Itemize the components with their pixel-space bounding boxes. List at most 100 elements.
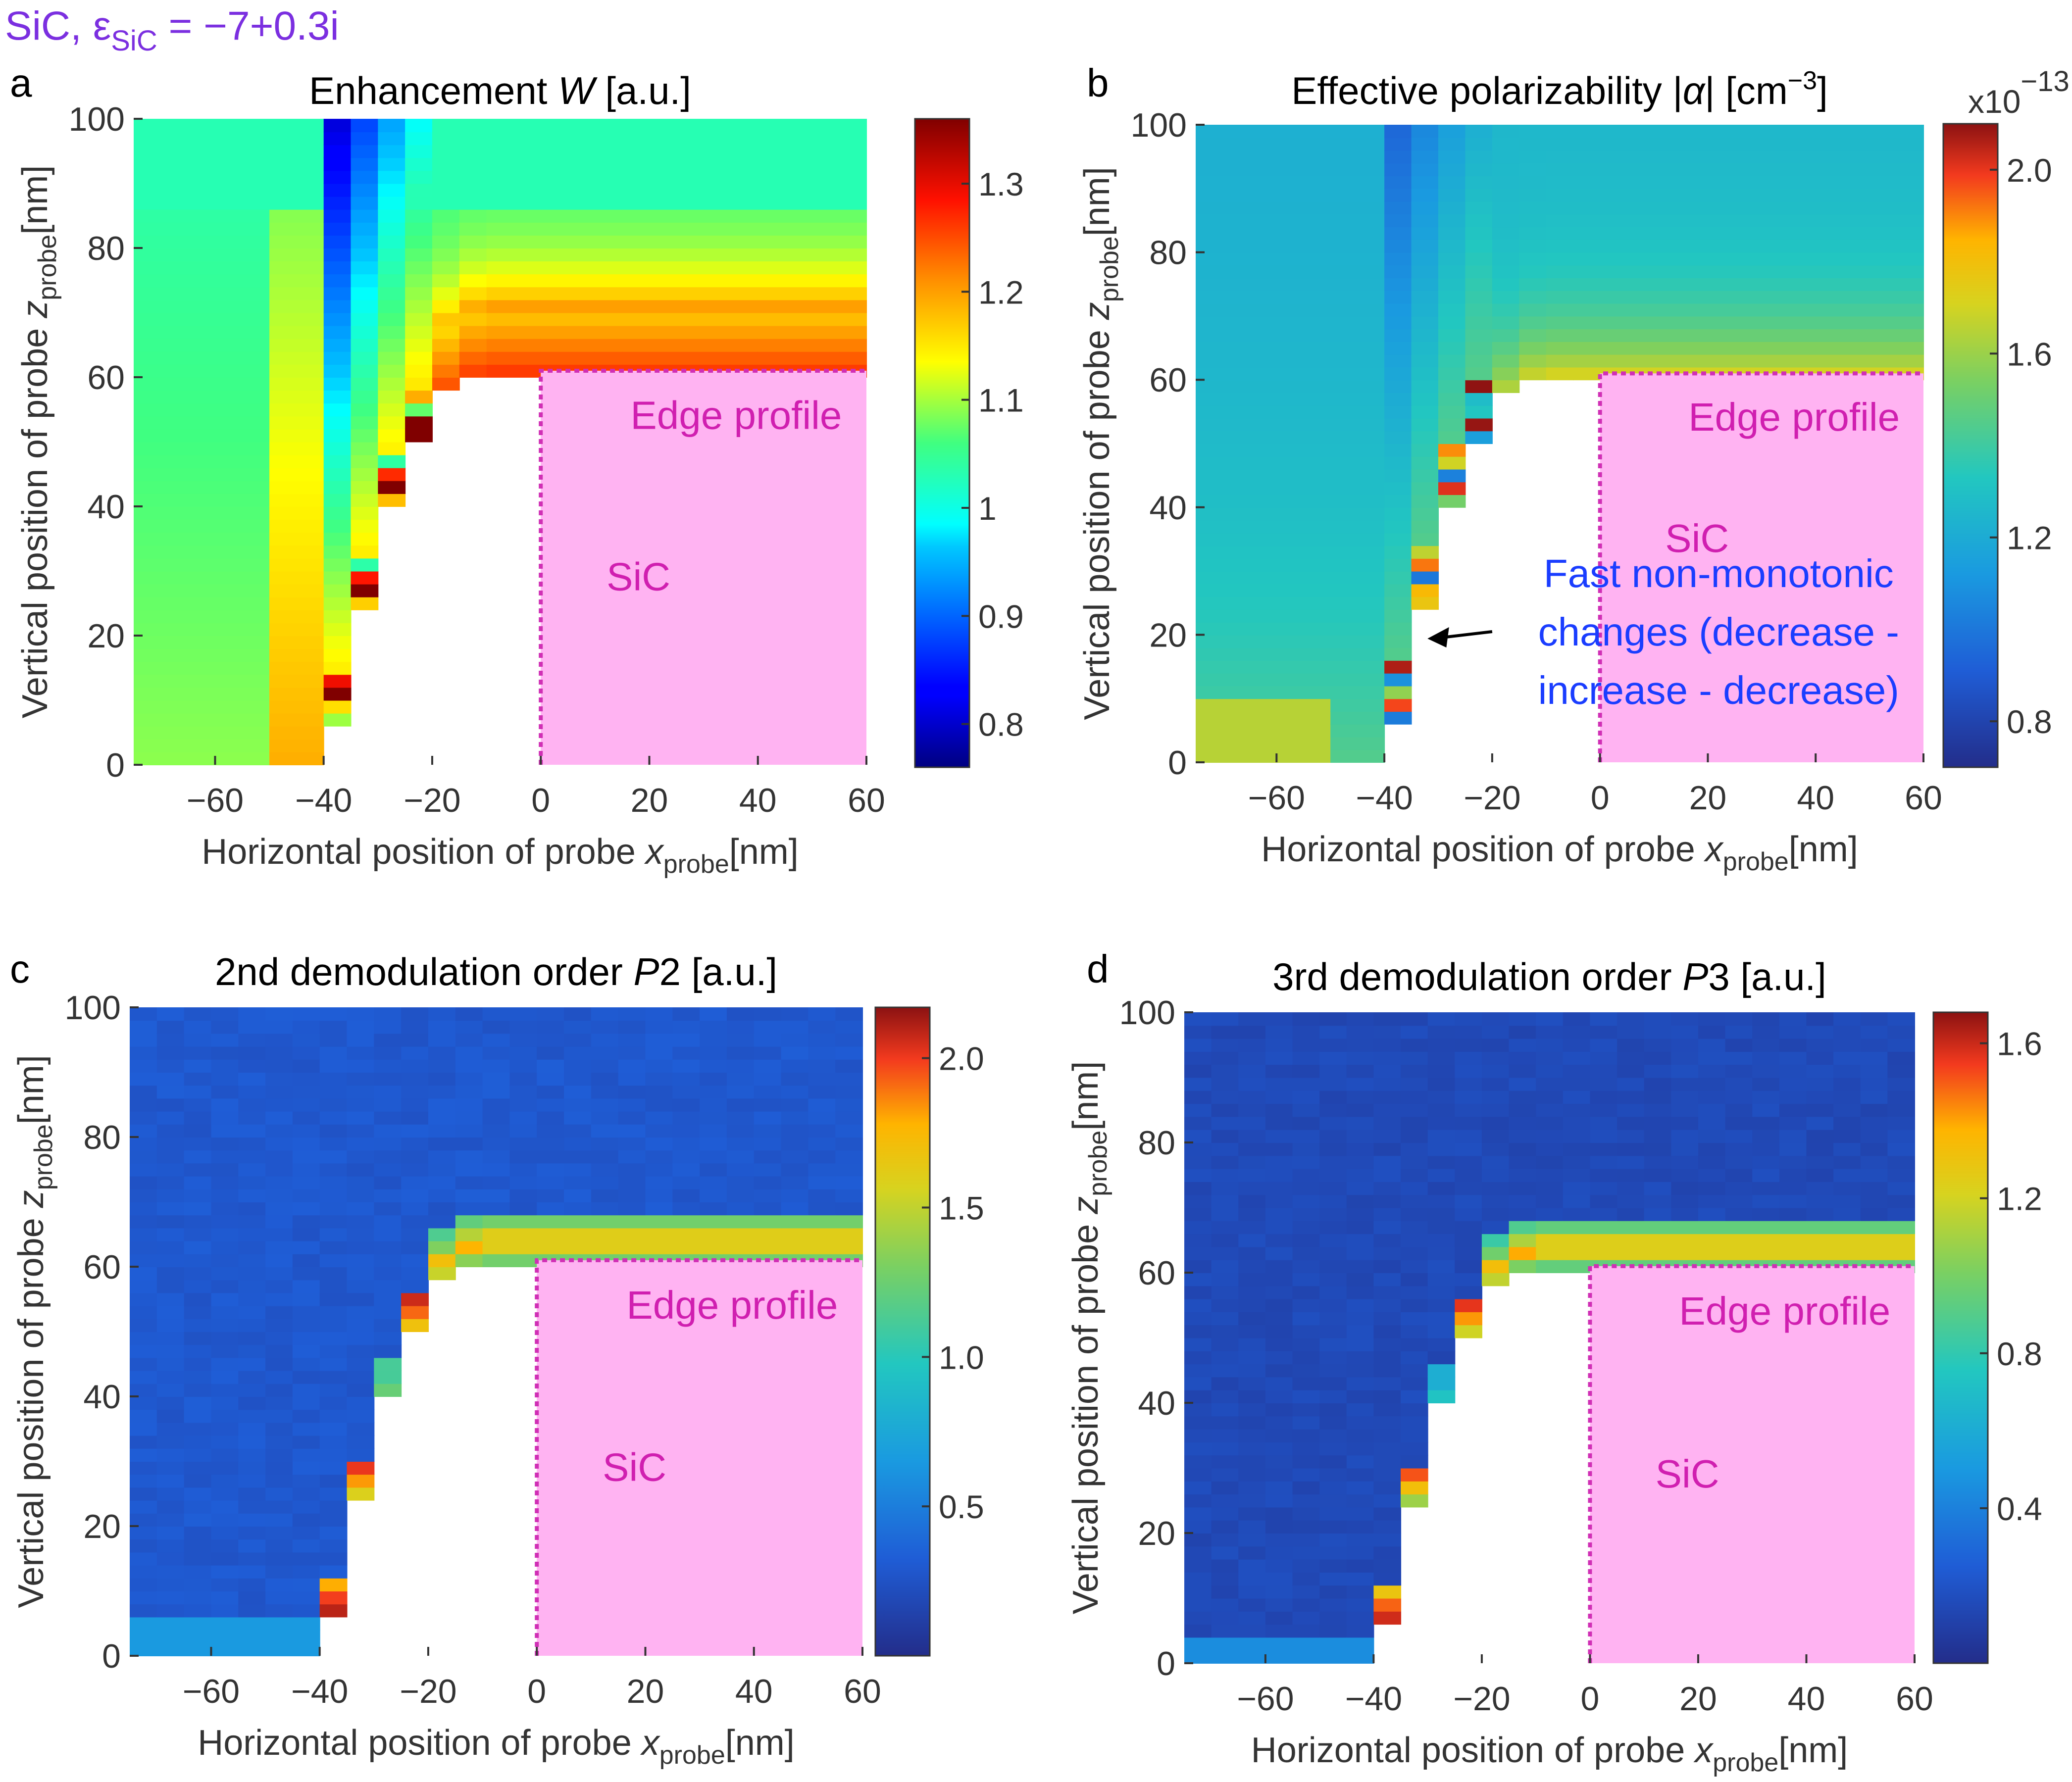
heatmap-cell xyxy=(238,1617,266,1630)
heatmap-cell xyxy=(618,1046,646,1060)
heatmap-cell xyxy=(1465,240,1492,253)
heatmap-cell xyxy=(1238,1169,1266,1182)
heatmap-cell xyxy=(184,1215,212,1228)
heatmap-cell xyxy=(509,1189,537,1202)
heatmap-cell xyxy=(1465,252,1492,266)
heatmap-cell xyxy=(1681,329,1708,342)
heatmap-cell xyxy=(324,648,352,662)
heatmap-cell xyxy=(1304,278,1331,291)
heatmap-cell xyxy=(645,1020,673,1034)
heatmap-cell xyxy=(700,1189,727,1202)
heatmap-cell xyxy=(1600,342,1627,355)
heatmap-cell xyxy=(184,1176,212,1189)
heatmap-cell xyxy=(509,1241,537,1254)
heatmap-cell xyxy=(1212,1130,1239,1143)
heatmap-cell xyxy=(347,1292,375,1306)
heatmap-cell xyxy=(188,339,216,352)
heatmap-cell xyxy=(1319,1130,1347,1143)
heatmap-cell xyxy=(188,674,216,688)
heatmap-cell xyxy=(215,623,243,636)
heatmap-cell xyxy=(591,1098,619,1111)
heatmap-cell xyxy=(1779,1246,1807,1260)
heatmap-cell xyxy=(1276,176,1304,189)
heatmap-cell xyxy=(839,145,867,158)
heatmap-cell xyxy=(269,571,297,585)
heatmap-cell xyxy=(1509,1182,1537,1195)
heatmap-cell xyxy=(1184,1090,1212,1104)
heatmap-cell xyxy=(1590,1208,1617,1221)
heatmap-cell xyxy=(1843,214,1870,227)
heatmap-cell xyxy=(1789,316,1816,329)
heatmap-cell xyxy=(1293,1273,1320,1286)
heatmap-cell xyxy=(622,145,650,158)
heatmap-cell xyxy=(1276,596,1304,610)
heatmap-cell xyxy=(622,170,650,184)
heatmap-cell xyxy=(618,1072,646,1086)
heatmap-cell xyxy=(1401,1429,1428,1442)
heatmap-cell xyxy=(1536,1234,1564,1247)
heatmap-cell xyxy=(242,442,270,455)
heatmap-cell xyxy=(1536,1064,1564,1078)
heatmap-cell xyxy=(1347,1416,1374,1429)
heatmap-cell xyxy=(1563,1116,1591,1130)
heatmap-cell xyxy=(1482,1130,1510,1143)
heatmap-cell xyxy=(269,248,297,261)
heatmap-cell xyxy=(1347,1507,1374,1520)
heatmap-cell xyxy=(297,145,324,158)
panel-d: d 3rd demodulation order P3 [a.u.]Edge pr… xyxy=(1066,947,2042,1777)
heatmap-cell xyxy=(1250,316,1277,329)
heatmap-cell xyxy=(1319,1351,1347,1364)
heatmap-cell xyxy=(1563,1169,1591,1182)
y-axis-label: Vertical position of probe zprobe[nm] xyxy=(11,1055,58,1608)
heatmap-cell xyxy=(215,235,243,248)
heatmap-cell xyxy=(1861,1103,1888,1117)
heatmap-cell xyxy=(839,222,867,236)
heatmap-cell xyxy=(1184,1182,1212,1195)
heatmap-cell xyxy=(428,1215,456,1228)
heatmap-cell xyxy=(297,752,324,765)
heatmap-cell xyxy=(1304,367,1331,380)
heatmap-cell xyxy=(215,274,243,287)
heatmap-cell xyxy=(1304,596,1331,610)
heatmap-cell xyxy=(324,261,352,274)
heatmap-cell xyxy=(1816,265,1843,278)
heatmap-cell xyxy=(1412,303,1439,317)
heatmap-cell xyxy=(184,1280,212,1293)
heatmap-cell xyxy=(591,1033,619,1046)
heatmap-cell xyxy=(1617,1234,1645,1247)
heatmap-cell xyxy=(1276,469,1304,483)
heatmap-cell xyxy=(1184,1442,1212,1455)
heatmap-cell xyxy=(1779,1130,1807,1143)
heatmap-cell xyxy=(293,1552,320,1565)
heatmap-cell xyxy=(297,674,324,688)
heatmap-cell xyxy=(215,713,243,727)
heatmap-cell xyxy=(134,235,161,248)
heatmap-cell xyxy=(293,1461,320,1475)
heatmap-cell xyxy=(1843,354,1870,368)
heatmap-cell xyxy=(265,1176,293,1189)
heatmap-cell xyxy=(781,1202,809,1215)
heatmap-cell xyxy=(130,1085,157,1098)
heatmap-cell xyxy=(812,274,840,287)
x-tick-label: −20 xyxy=(1453,1680,1510,1718)
heatmap-cell xyxy=(211,1409,239,1423)
heatmap-cell xyxy=(188,287,216,300)
heatmap-cell xyxy=(134,429,161,442)
heatmap-cell xyxy=(1519,201,1546,215)
heatmap-cell xyxy=(1789,329,1816,342)
heatmap-cell xyxy=(1735,278,1762,291)
heatmap-cell xyxy=(1627,163,1654,176)
heatmap-cell xyxy=(1870,265,1897,278)
heatmap-cell xyxy=(1184,1142,1212,1156)
heatmap-cell xyxy=(1330,367,1358,380)
heatmap-cell xyxy=(293,1448,320,1462)
heatmap-cell xyxy=(1196,265,1223,278)
heatmap-cell xyxy=(835,1228,863,1241)
heatmap-cell xyxy=(618,1176,646,1189)
heatmap-cell xyxy=(1265,1533,1293,1546)
heatmap-cell xyxy=(351,326,379,339)
heatmap-cell xyxy=(324,145,352,158)
heatmap-cell xyxy=(1428,1182,1456,1195)
heatmap-cell xyxy=(242,351,270,365)
heatmap-cell xyxy=(130,1319,157,1332)
